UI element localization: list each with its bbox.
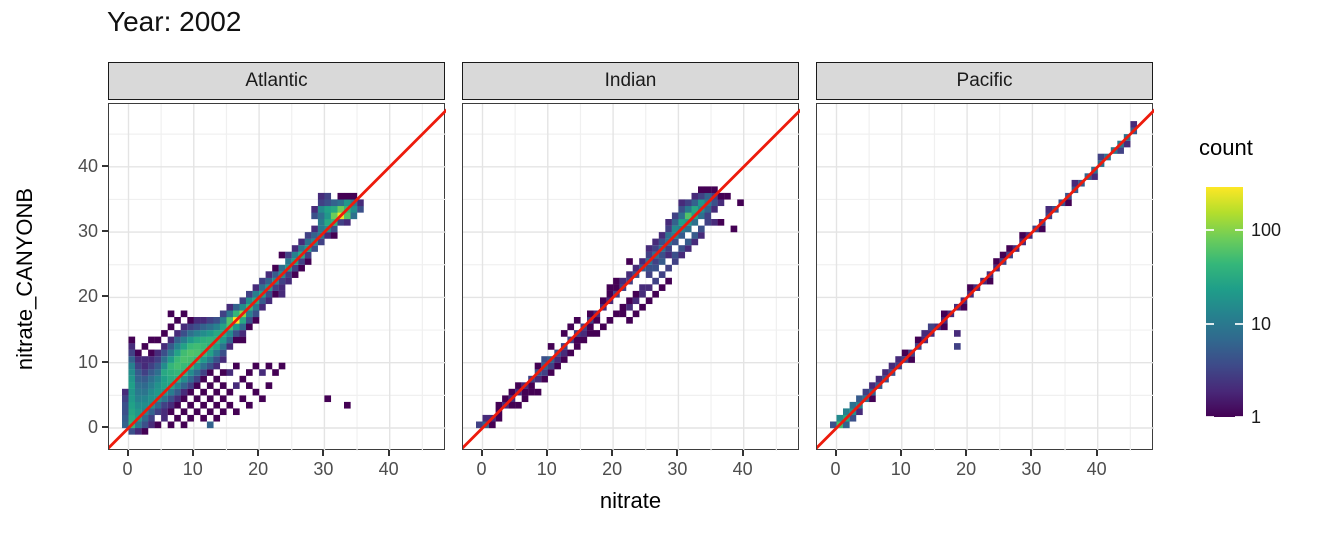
y-tick-mark xyxy=(102,230,108,233)
x-tick-mark xyxy=(676,450,679,456)
facet-strip-indian: Indian xyxy=(462,62,799,100)
legend-tick-notch xyxy=(1206,229,1214,232)
panel-canvas xyxy=(817,104,1154,451)
x-tick-mark xyxy=(191,450,194,456)
legend-title: count xyxy=(1199,135,1253,160)
legend-tick-label: 10 xyxy=(1251,313,1272,334)
facet-strip-label: Indian xyxy=(604,70,657,91)
legend-tick-notch xyxy=(1235,416,1243,418)
x-tick-label: 20 xyxy=(956,459,977,479)
x-tick-label: 0 xyxy=(476,459,487,479)
x-tick-mark xyxy=(1095,450,1098,456)
x-tick-mark xyxy=(899,450,902,456)
y-tick-label: 20 xyxy=(77,286,98,307)
x-tick-mark xyxy=(126,450,129,456)
legend-count: count 100 10 1 xyxy=(1195,135,1344,435)
x-tick-label: 40 xyxy=(732,459,753,479)
legend-tick-label: 100 xyxy=(1251,220,1282,241)
x-tick-label: 20 xyxy=(248,459,269,479)
grid-layer xyxy=(817,104,1154,451)
identity-line xyxy=(109,108,446,450)
x-tick-label: 30 xyxy=(1021,459,1042,479)
x-tick-label: 40 xyxy=(378,459,399,479)
legend-colorbar xyxy=(1206,187,1243,417)
plot-title: Year: 2002 xyxy=(107,6,242,37)
x-tick-mark xyxy=(965,450,968,456)
legend-tick-notch xyxy=(1235,229,1243,232)
x-tick-label: 0 xyxy=(122,459,133,479)
panel-canvas xyxy=(463,104,800,451)
y-tick-mark xyxy=(102,164,108,167)
legend-tick-notch xyxy=(1206,416,1214,418)
identity-line xyxy=(463,108,800,450)
x-tick-mark xyxy=(322,450,325,456)
facet-strip-atlantic: Atlantic xyxy=(108,62,445,100)
x-tick-mark xyxy=(480,450,483,456)
panel-canvas xyxy=(109,104,446,451)
legend-tick-label: 1 xyxy=(1251,407,1262,427)
x-tick-mark xyxy=(257,450,260,456)
y-tick-label: 0 xyxy=(87,417,98,437)
facet-strip-label: Pacific xyxy=(956,70,1013,91)
panel-indian xyxy=(462,103,800,451)
facet-strip-pacific: Pacific xyxy=(816,62,1153,100)
y-tick-label: 40 xyxy=(77,155,98,176)
x-tick-mark xyxy=(1030,450,1033,456)
y-tick-mark xyxy=(102,360,108,363)
x-tick-mark xyxy=(387,450,390,456)
panel-atlantic xyxy=(108,103,446,451)
x-tick-mark xyxy=(741,450,744,456)
x-tick-mark xyxy=(545,450,548,456)
x-tick-label: 10 xyxy=(182,459,203,479)
x-tick-label: 40 xyxy=(1086,459,1107,479)
x-tick-label: 10 xyxy=(536,459,557,479)
x-tick-mark xyxy=(611,450,614,456)
facet-strip-label: Atlantic xyxy=(245,70,308,91)
y-tick-label: 10 xyxy=(77,351,98,372)
legend-tick-notch xyxy=(1206,322,1214,325)
identity-line xyxy=(817,108,1154,450)
x-tick-label: 20 xyxy=(602,459,623,479)
bins-layer xyxy=(476,186,744,429)
x-tick-label: 0 xyxy=(830,459,841,479)
y-tick-mark xyxy=(102,295,108,298)
x-axis-title: nitrate xyxy=(599,488,662,513)
legend-tick-notch xyxy=(1235,322,1243,325)
y-tick-label: 30 xyxy=(77,221,98,242)
panel-pacific xyxy=(816,103,1154,451)
x-tick-mark xyxy=(834,450,837,456)
x-tick-label: 10 xyxy=(890,459,911,479)
y-axis-title: nitrate_CANYONB xyxy=(12,187,37,371)
x-tick-label: 30 xyxy=(313,459,334,479)
x-tick-label: 30 xyxy=(667,459,688,479)
y-tick-mark xyxy=(102,426,108,428)
